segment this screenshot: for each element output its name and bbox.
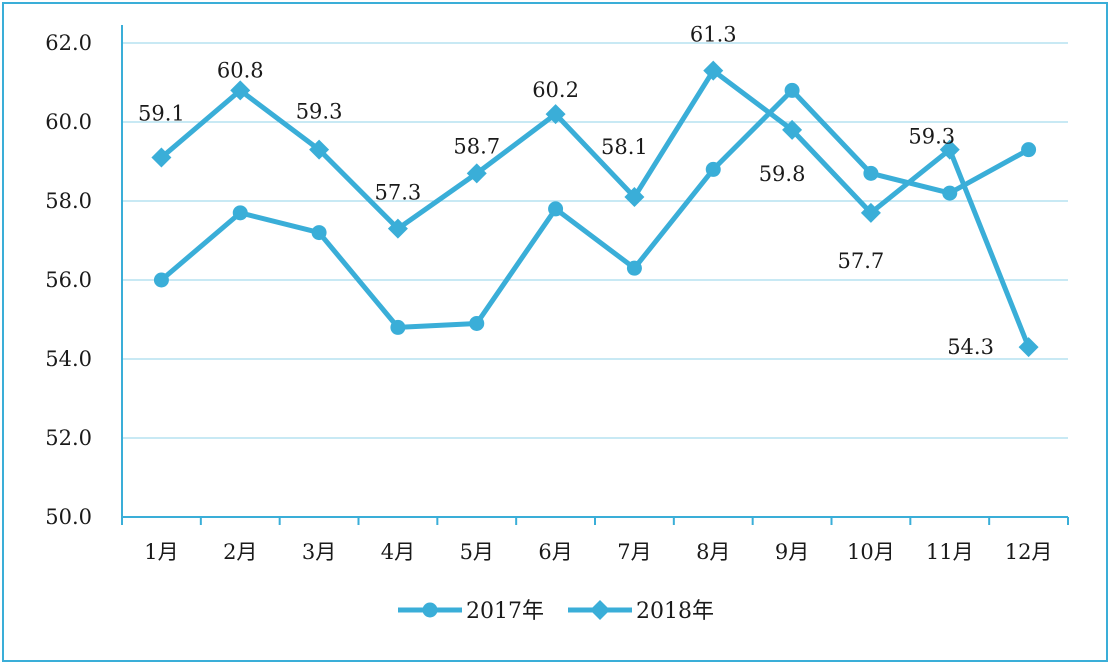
data-point-marker <box>705 161 721 177</box>
data-point-marker <box>939 139 960 160</box>
series-line-2017年 <box>159 87 1030 330</box>
data-label: 57.7 <box>838 249 885 273</box>
data-point-marker <box>860 202 881 223</box>
data-point-marker <box>390 319 406 335</box>
series-line-2018年 <box>159 68 1031 349</box>
x-tick-label: 10月 <box>847 540 895 564</box>
data-point-marker <box>624 187 645 208</box>
data-label: 61.3 <box>690 23 737 47</box>
x-tick-label: 5月 <box>460 540 494 564</box>
data-label: 58.1 <box>601 135 648 159</box>
y-tick-label: 60.0 <box>45 110 92 134</box>
legend-label: 2018年 <box>636 599 714 624</box>
data-point-marker <box>942 185 958 201</box>
data-label: 59.3 <box>908 125 955 149</box>
y-tick-label: 56.0 <box>45 268 92 292</box>
data-label: 57.3 <box>375 181 422 205</box>
data-point-marker <box>232 205 248 221</box>
x-tick-label: 9月 <box>775 540 809 564</box>
data-point-marker <box>863 165 879 181</box>
data-point-marker <box>311 225 327 241</box>
x-tick-label: 6月 <box>538 540 572 564</box>
data-point-marker <box>309 139 330 160</box>
data-label: 59.1 <box>138 102 185 126</box>
data-point-marker <box>153 272 169 288</box>
data-label: 60.2 <box>532 78 579 102</box>
y-tick-label: 52.0 <box>45 426 92 450</box>
data-point-marker <box>545 104 566 125</box>
x-tick-label: 2月 <box>223 540 257 564</box>
data-point-marker <box>703 60 724 81</box>
x-tick-label: 4月 <box>381 540 415 564</box>
data-point-marker <box>387 218 408 239</box>
legend-marker <box>422 602 438 618</box>
data-point-marker <box>1018 337 1039 358</box>
y-tick-label: 62.0 <box>45 31 92 55</box>
legend-marker <box>590 600 610 620</box>
y-tick-label: 58.0 <box>45 189 92 213</box>
legend-label: 2017年 <box>466 599 544 624</box>
x-tick-label: 8月 <box>696 540 730 564</box>
data-point-marker <box>782 119 803 140</box>
x-tick-label: 11月 <box>926 540 974 564</box>
data-point-marker <box>548 201 564 217</box>
data-point-marker <box>1021 142 1037 158</box>
x-tick-label: 7月 <box>617 540 651 564</box>
data-point-marker <box>466 163 487 184</box>
data-point-marker <box>230 80 251 101</box>
data-label: 58.7 <box>453 134 500 158</box>
x-tick-label: 1月 <box>144 540 178 564</box>
data-label: 54.3 <box>947 335 994 359</box>
y-tick-label: 50.0 <box>45 505 92 529</box>
data-point-marker <box>469 315 485 331</box>
data-label: 60.8 <box>217 58 264 82</box>
data-point-marker <box>151 147 172 168</box>
data-point-marker <box>784 82 800 98</box>
data-point-marker <box>626 260 642 276</box>
data-label: 59.8 <box>759 162 806 186</box>
x-tick-label: 12月 <box>1005 540 1053 564</box>
data-label: 59.3 <box>296 100 343 124</box>
x-tick-label: 3月 <box>302 540 336 564</box>
y-tick-label: 54.0 <box>45 347 92 371</box>
